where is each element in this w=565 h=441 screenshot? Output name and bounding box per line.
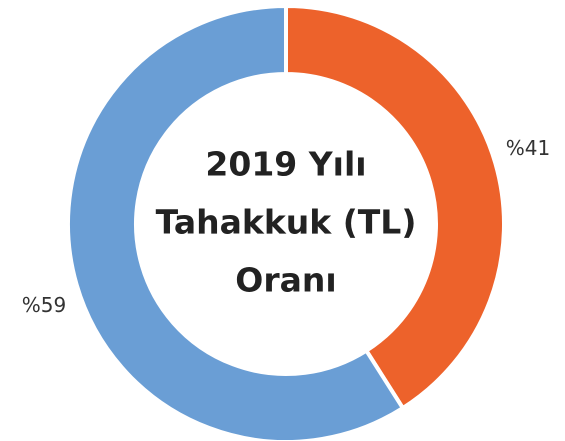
chart-title: Tahakkuk (TL) <box>156 203 417 242</box>
data-label: %59 <box>22 293 66 317</box>
chart-title: 2019 Yılı <box>205 145 366 184</box>
chart-title: Oranı <box>235 261 336 300</box>
data-label: %41 <box>506 136 550 160</box>
donut-segment <box>284 3 506 411</box>
donut-segment <box>66 3 406 441</box>
